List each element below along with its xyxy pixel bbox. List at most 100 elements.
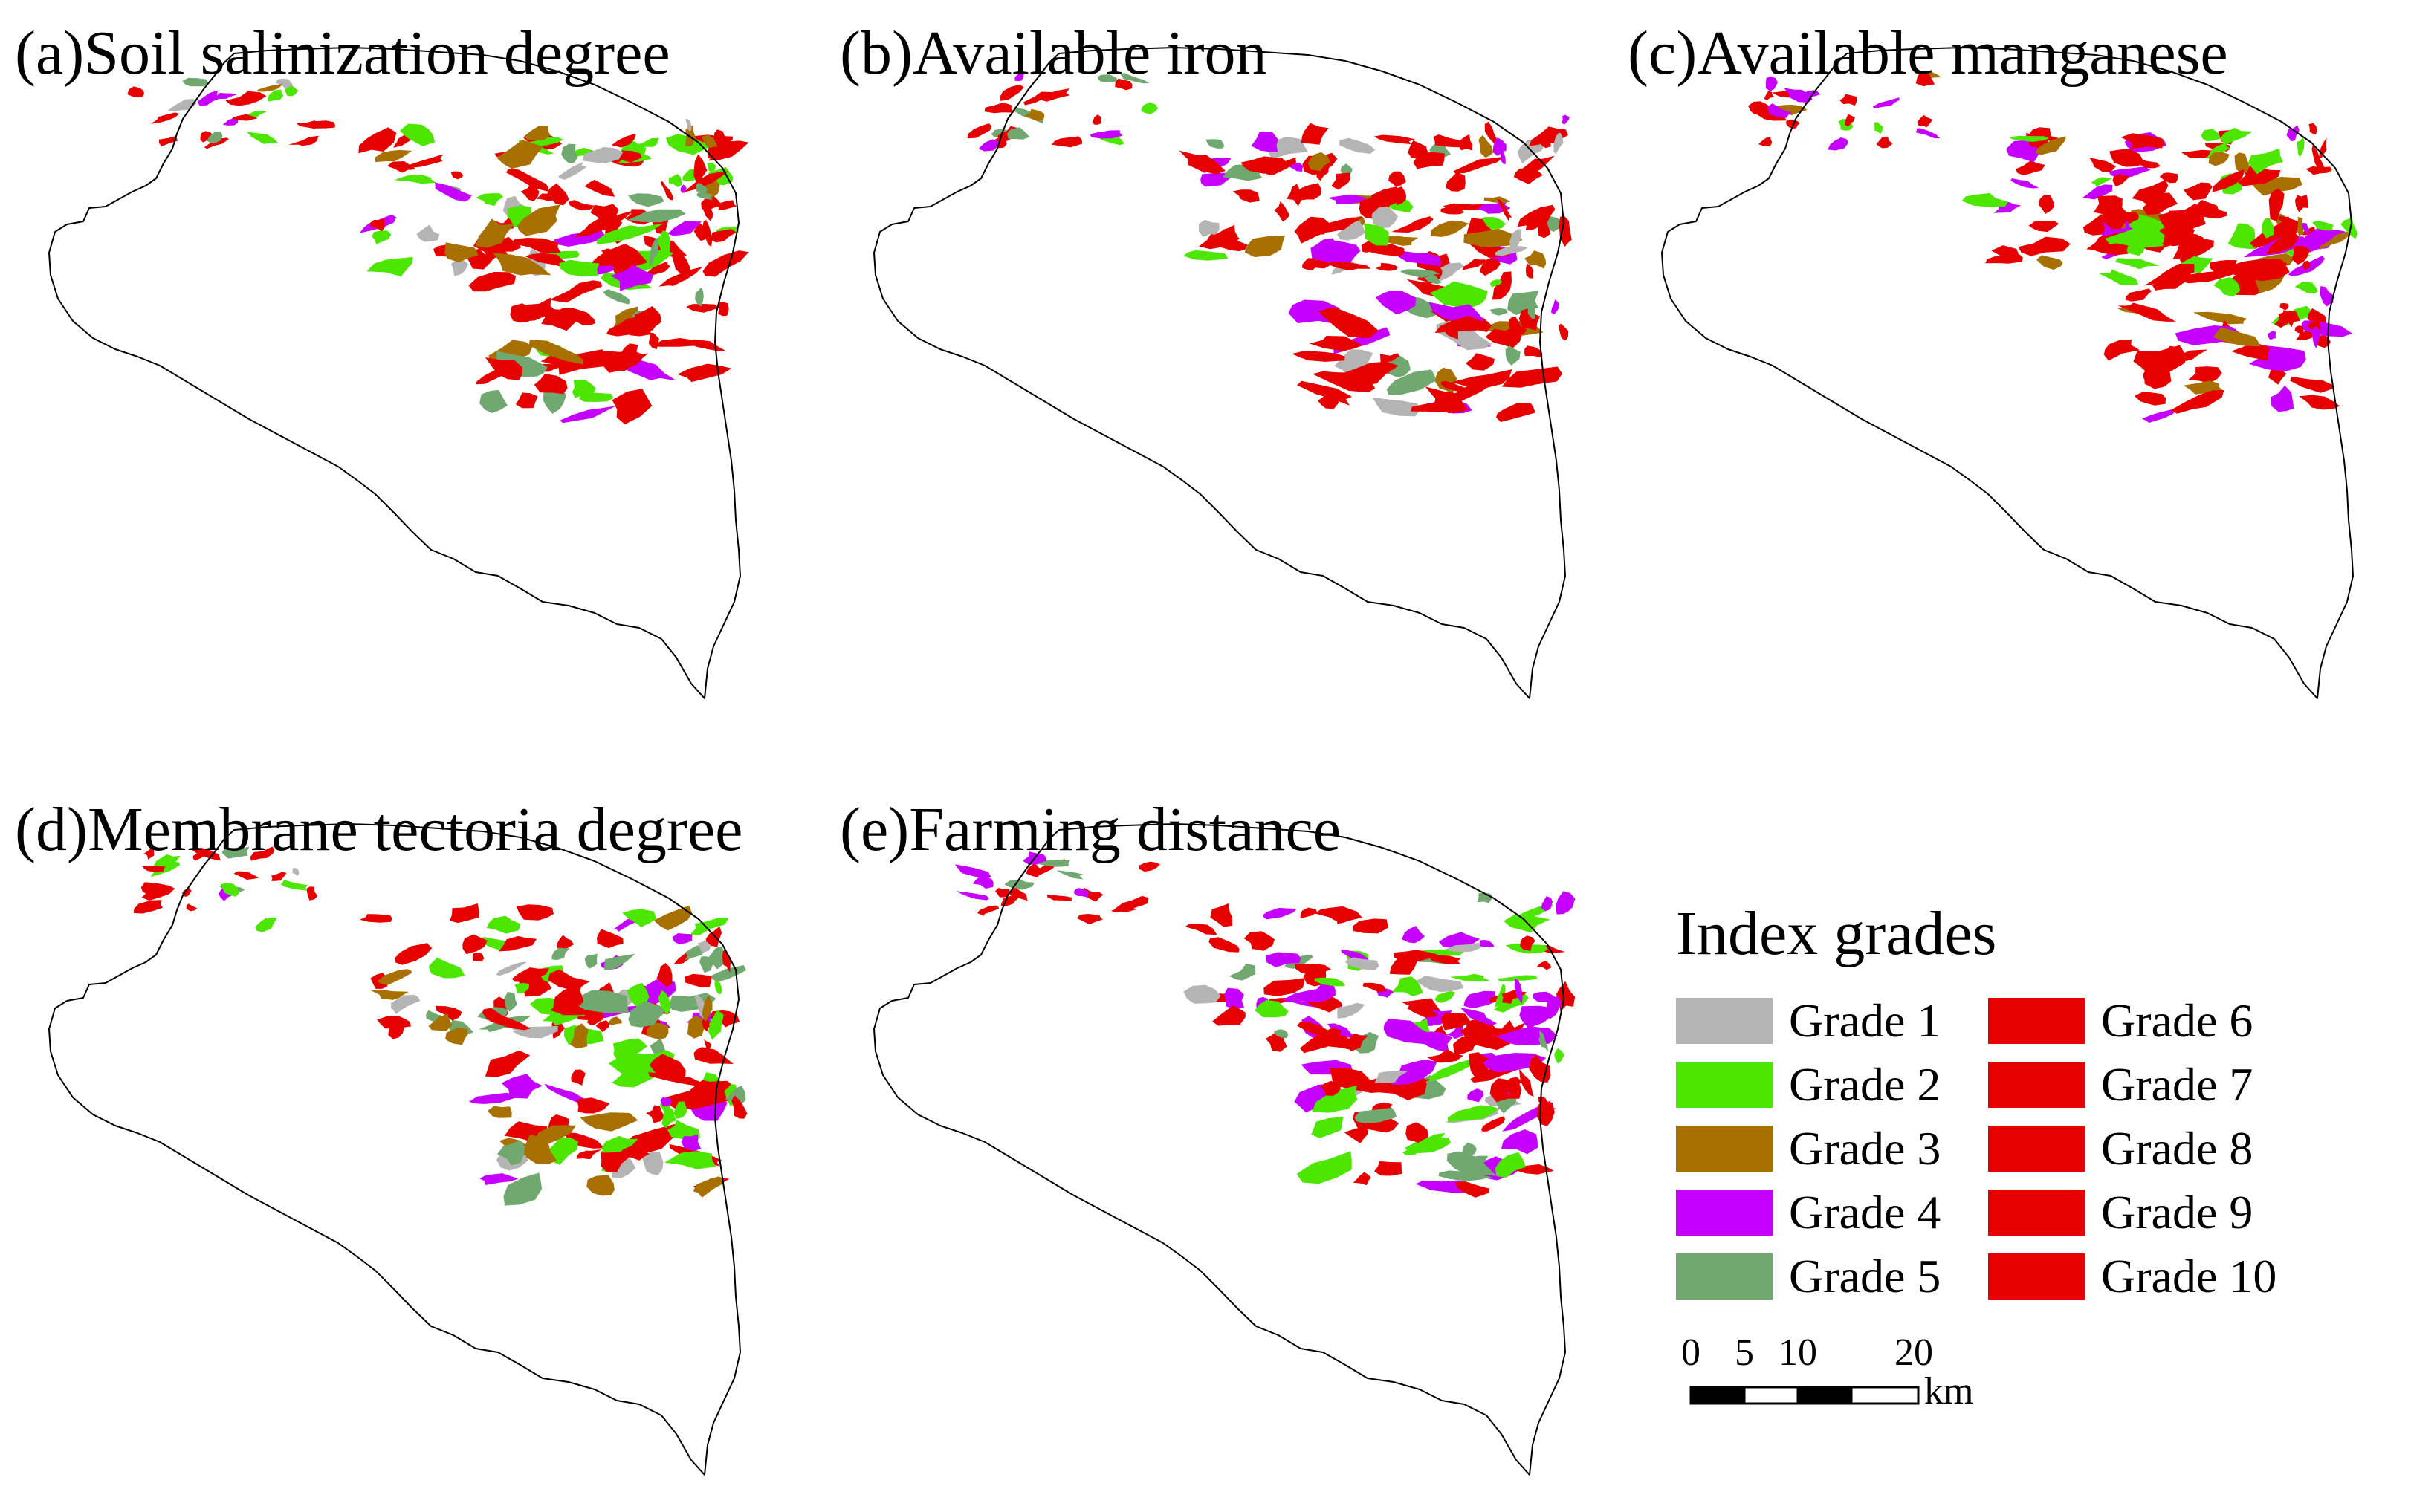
grade-patch [2187, 366, 2222, 384]
grade-patch [1876, 136, 1893, 149]
panel-title: (c)Available manganese [1628, 19, 2228, 88]
grade-patch [493, 253, 551, 276]
grade-patch [2290, 376, 2334, 393]
grade-patch [1961, 192, 2008, 207]
grade-patch [395, 943, 433, 965]
grade-patch [1514, 978, 1523, 1004]
grade-patch [2268, 188, 2285, 221]
grade-patch [1550, 299, 1559, 315]
grade-patch [1499, 151, 1506, 164]
grade-patch [586, 1175, 615, 1196]
grade-patch [1508, 317, 1525, 341]
grade-patch [1416, 976, 1464, 993]
grade-patch [686, 304, 720, 313]
grade-patch [1391, 976, 1423, 996]
grade-patch [543, 388, 567, 414]
grade-patch [133, 900, 163, 914]
grade-patch [695, 288, 704, 307]
graded-patches [127, 77, 749, 425]
legend-swatch [1676, 1062, 1773, 1108]
grade-patch [255, 918, 277, 932]
grade-patch [645, 261, 670, 277]
grade-patch [408, 154, 444, 168]
grade-patch [656, 230, 670, 258]
grade-patch [693, 223, 707, 241]
grade-patch [2294, 325, 2304, 335]
grade-patch [2271, 385, 2294, 412]
grade-patch [1229, 963, 1256, 981]
grade-patch [972, 877, 994, 889]
grade-patch [268, 89, 284, 102]
grade-patch [2302, 260, 2311, 270]
grade-patch [1304, 984, 1336, 1003]
grade-patch [197, 90, 221, 106]
grade-patch [1444, 941, 1489, 953]
grade-patch [1371, 206, 1399, 228]
grade-patch [528, 340, 583, 365]
grade-patch [436, 1005, 462, 1021]
grade-patch [2161, 233, 2204, 247]
grade-patch [1495, 403, 1535, 422]
grade-patch [1374, 1070, 1408, 1083]
panel-title: (b)Available iron [840, 19, 1267, 88]
grade-patch [1525, 263, 1533, 279]
grade-patch [1255, 1000, 1289, 1018]
grade-patch [1493, 137, 1507, 157]
grade-patch [584, 953, 598, 969]
grade-patch [1210, 903, 1233, 927]
grade-patch [561, 143, 578, 163]
grade-patch [1440, 1013, 1470, 1031]
grade-patch [297, 120, 329, 129]
grade-patch [1466, 353, 1495, 371]
legend-label: Grade 2 [1789, 1058, 1941, 1111]
grade-patch [2311, 221, 2334, 231]
grade-patch [1372, 397, 1420, 417]
grade-patch [1386, 369, 1437, 395]
grade-patch [1024, 108, 1045, 122]
legend-label: Grade 3 [1789, 1122, 1941, 1175]
grade-patch [1263, 907, 1297, 920]
grade-patch [1085, 891, 1104, 902]
grade-patch [1784, 88, 1813, 103]
legend-label: Grade 7 [2101, 1058, 2253, 1111]
grade-patch [2311, 144, 2325, 170]
grade-patch [1495, 245, 1528, 256]
grade-patch [2247, 148, 2283, 175]
grade-patch [285, 85, 299, 97]
scale-tick-label: 20 [1894, 1331, 1933, 1374]
grade-patch [1232, 189, 1260, 203]
grade-patch [221, 846, 250, 859]
grade-patch [660, 181, 674, 201]
grade-patch [1007, 127, 1030, 140]
grade-patch [551, 947, 570, 961]
grade-patch [1462, 1142, 1477, 1158]
grade-patch [1208, 937, 1240, 953]
grade-patch [984, 102, 1015, 114]
grade-patch [661, 1107, 677, 1129]
grade-patch [499, 935, 537, 952]
grade-patch [648, 1072, 710, 1088]
grade-patch [1291, 350, 1345, 362]
grade-patch [1498, 975, 1538, 981]
grade-patch [250, 846, 274, 861]
grade-patch [635, 306, 662, 332]
grade-patch [247, 132, 279, 144]
grade-patch [276, 78, 294, 89]
grade-patch [685, 118, 692, 132]
grade-patch [1318, 307, 1379, 339]
grade-patch [1380, 236, 1419, 246]
grade-patch [2221, 127, 2253, 145]
map-canvas [48, 823, 748, 1476]
grade-patch [1483, 196, 1511, 204]
grade-patch [1524, 345, 1543, 358]
grade-patch [1541, 896, 1553, 912]
grade-patch [502, 992, 518, 1012]
grade-patch [2132, 180, 2169, 204]
grade-patch [292, 868, 300, 876]
grade-patch [667, 221, 702, 236]
grade-patch [608, 1054, 660, 1076]
grade-patch [516, 904, 554, 921]
grade-patch [511, 967, 549, 982]
grade-patch [1428, 1058, 1475, 1082]
grade-patch [1519, 1068, 1534, 1097]
